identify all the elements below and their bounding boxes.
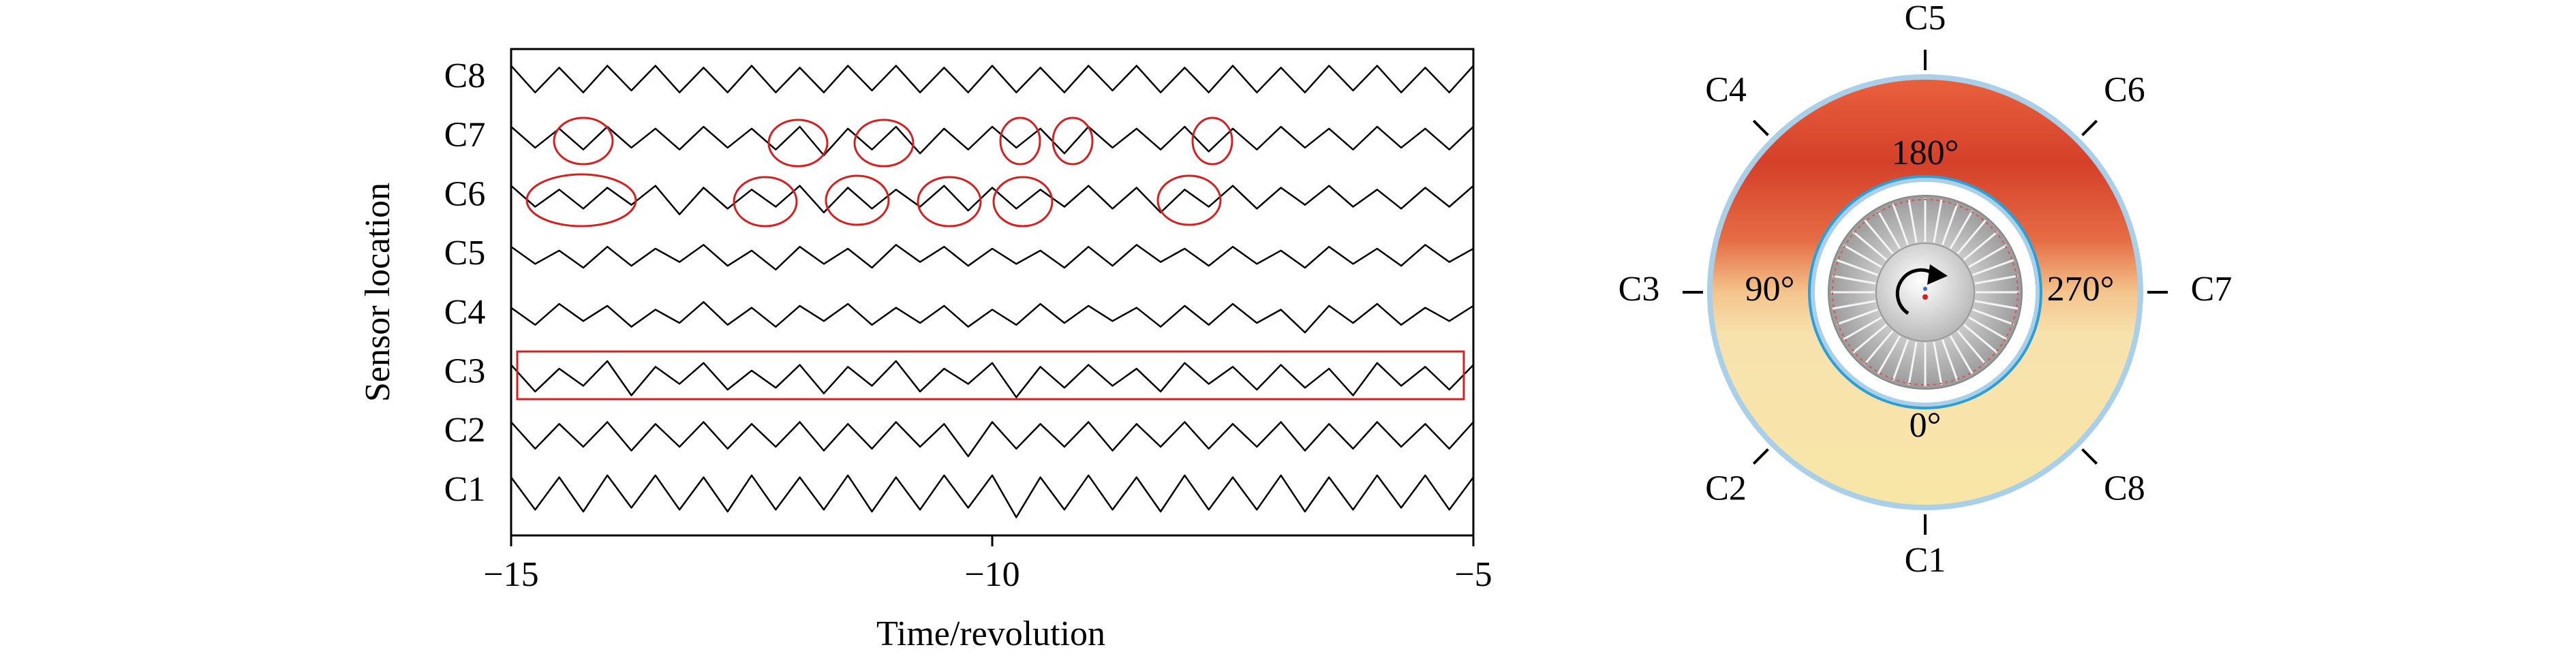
rotation-arrowhead (1927, 264, 1948, 285)
highlight-ellipse (733, 176, 798, 228)
x-tick-label: −15 (483, 555, 538, 594)
sensor-label: C5 (1905, 0, 1946, 37)
angle-label: 270° (2047, 270, 2115, 309)
fan-blade (1963, 231, 1998, 261)
fan-blade (1957, 219, 1987, 255)
y-tick-label: C4 (444, 293, 486, 332)
fan-blade (1968, 316, 2008, 341)
highlight-ellipse (999, 116, 1041, 166)
fan-blade (1843, 316, 1882, 341)
plot-frame (510, 48, 1475, 537)
fan-blade (1892, 203, 1910, 245)
highlight-ellipse (1191, 116, 1233, 166)
fan-blade (1892, 339, 1910, 381)
highlight-ellipse (825, 174, 890, 226)
y-axis-label: Sensor location (358, 183, 397, 402)
fan-blade (1907, 199, 1918, 243)
tip-circle (1832, 199, 2019, 386)
fan-blade (1957, 330, 1987, 365)
fan-blades (1831, 198, 2019, 386)
highlight-ellipse (1156, 174, 1222, 226)
fan-blade (1832, 275, 1876, 285)
casing-circle (1808, 175, 2042, 409)
angle-label: 90° (1745, 270, 1795, 309)
x-tick-label: −5 (1454, 555, 1492, 594)
fan-blade (1974, 275, 2019, 285)
sensor-tick (2081, 448, 2098, 465)
ring-labels: C1 C2 C3 C4 C5 C6 C7 C8 0° 90° 180° 270° (1619, 0, 2233, 580)
fan-blade (1974, 300, 2019, 310)
sensor-label: C7 (2191, 270, 2233, 309)
highlight-ellipse (525, 173, 637, 228)
sensor-tick (1752, 119, 1769, 136)
fan-blade (1877, 210, 1901, 249)
highlight-ellipse (917, 176, 982, 228)
fan-blade (1836, 308, 1878, 326)
signal-trace (510, 125, 1474, 157)
fan-blade (1949, 335, 1974, 375)
fan-blade (1843, 244, 1882, 268)
angle-label: 0° (1910, 406, 1942, 445)
rotation-arrow (1895, 268, 1935, 315)
y-tick-label: C3 (444, 352, 486, 391)
highlight-ellipse (767, 119, 829, 168)
y-tick-label: C2 (444, 411, 486, 450)
center-dot (1923, 287, 1927, 291)
ring-diagram (1706, 74, 2143, 510)
y-tick-label: C8 (444, 57, 486, 95)
highlight-ellipse (553, 116, 614, 166)
signal-trace (510, 301, 1474, 334)
highlight-ellipse (1052, 116, 1094, 166)
y-tick-label: C1 (444, 470, 486, 509)
fan-blade (1933, 199, 1943, 243)
x-axis-label: Time/revolution (876, 614, 1105, 653)
fan-blade (1907, 341, 1918, 386)
fan-blade (1949, 210, 1974, 249)
sensor-label: C4 (1705, 71, 1747, 110)
angle-label: 180° (1892, 134, 1959, 172)
center-dot (1922, 294, 1928, 300)
highlight-ellipse (853, 119, 915, 168)
y-tick-label: C7 (444, 116, 486, 155)
pressure-ring (1706, 74, 2143, 510)
sensor-label: C1 (1905, 541, 1946, 580)
signal-trace (510, 360, 1474, 399)
fan-blade (1968, 244, 2008, 268)
hub (1875, 243, 1975, 342)
traces (510, 65, 1475, 518)
fan-blade (1963, 324, 1998, 354)
sensor-label: C6 (2104, 71, 2145, 110)
signal-trace (510, 185, 1474, 215)
signal-trace (510, 421, 1474, 458)
fan-blade (1852, 231, 1888, 261)
sensor-label: C3 (1619, 270, 1660, 309)
highlight-ellipse (992, 176, 1054, 228)
signal-trace (510, 474, 1475, 518)
fan-blade (1972, 308, 2014, 326)
fan-blade (1933, 341, 1943, 386)
fan-blade (1941, 339, 1959, 381)
y-tick-label: C6 (444, 174, 486, 213)
signal-trace (510, 244, 1474, 271)
fan-blade (1941, 203, 1959, 245)
sensor-tick (1752, 448, 1769, 465)
fan-blade (1864, 330, 1894, 365)
fan-blade (1836, 259, 1878, 277)
highlights (516, 116, 1465, 401)
signal-trace (510, 65, 1474, 93)
x-tick-label: −10 (964, 555, 1019, 594)
fan-blade (1972, 259, 2014, 277)
fan-blade (1832, 300, 1876, 310)
fan-blade (1864, 219, 1894, 255)
sensor-tick (2081, 119, 2098, 136)
y-tick-label: C5 (444, 234, 486, 272)
sensor-label: C8 (2104, 469, 2145, 508)
sensor-label: C2 (1705, 469, 1747, 508)
highlight-box (516, 350, 1465, 401)
fan-blade (1852, 324, 1888, 354)
fan-blade (1877, 335, 1901, 375)
